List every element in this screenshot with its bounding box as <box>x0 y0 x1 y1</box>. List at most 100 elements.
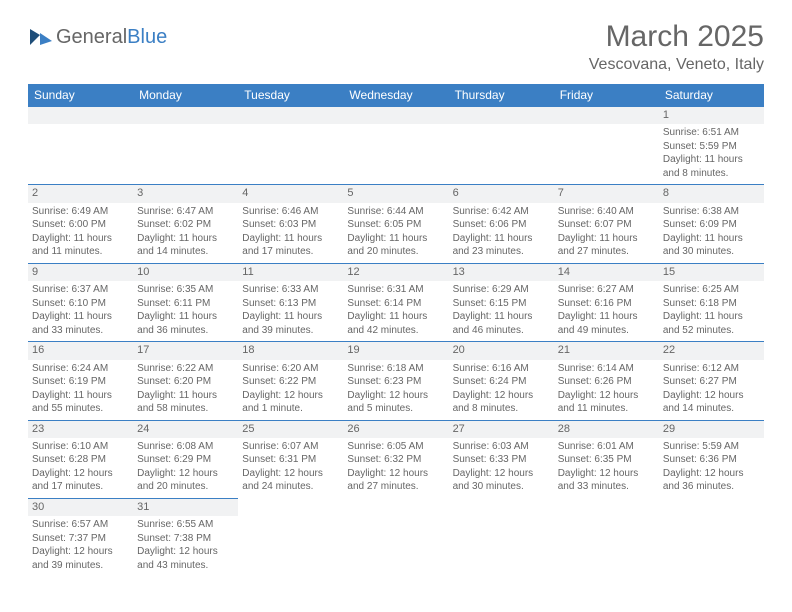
calendar-cell: 24Sunrise: 6:08 AMSunset: 6:29 PMDayligh… <box>133 420 238 498</box>
day-body: Sunrise: 6:05 AMSunset: 6:32 PMDaylight:… <box>343 438 448 498</box>
sunrise-text: Sunrise: 6:22 AM <box>137 362 234 376</box>
calendar-cell: 22Sunrise: 6:12 AMSunset: 6:27 PMDayligh… <box>659 342 764 420</box>
calendar-table: Sunday Monday Tuesday Wednesday Thursday… <box>28 84 764 576</box>
day-number: 13 <box>449 264 554 281</box>
sunset-text: Sunset: 6:09 PM <box>663 218 760 232</box>
day-body: Sunrise: 6:22 AMSunset: 6:20 PMDaylight:… <box>133 360 238 420</box>
day-number: 18 <box>238 342 343 359</box>
calendar-cell: 6Sunrise: 6:42 AMSunset: 6:06 PMDaylight… <box>449 185 554 263</box>
calendar-cell: 3Sunrise: 6:47 AMSunset: 6:02 PMDaylight… <box>133 185 238 263</box>
day-number: 27 <box>449 421 554 438</box>
day-number: 22 <box>659 342 764 359</box>
sunset-text: Sunset: 6:20 PM <box>137 375 234 389</box>
sunrise-text: Sunrise: 6:31 AM <box>347 283 444 297</box>
day-body: Sunrise: 6:38 AMSunset: 6:09 PMDaylight:… <box>659 203 764 263</box>
sunset-text: Sunset: 6:16 PM <box>558 297 655 311</box>
sunrise-text: Sunrise: 6:46 AM <box>242 205 339 219</box>
calendar-cell: 27Sunrise: 6:03 AMSunset: 6:33 PMDayligh… <box>449 420 554 498</box>
logo: GeneralBlue <box>28 26 167 49</box>
sunset-text: Sunset: 6:23 PM <box>347 375 444 389</box>
day-body: Sunrise: 6:16 AMSunset: 6:24 PMDaylight:… <box>449 360 554 420</box>
calendar-cell: 26Sunrise: 6:05 AMSunset: 6:32 PMDayligh… <box>343 420 448 498</box>
sunset-text: Sunset: 6:00 PM <box>32 218 129 232</box>
sunrise-text: Sunrise: 6:10 AM <box>32 440 129 454</box>
day-number: 30 <box>28 499 133 516</box>
calendar-cell: 11Sunrise: 6:33 AMSunset: 6:13 PMDayligh… <box>238 263 343 341</box>
day-body: Sunrise: 6:20 AMSunset: 6:22 PMDaylight:… <box>238 360 343 420</box>
daylight-text: Daylight: 11 hours and 14 minutes. <box>137 232 234 259</box>
day-number: 21 <box>554 342 659 359</box>
sunset-text: Sunset: 6:29 PM <box>137 453 234 467</box>
day-number: 4 <box>238 185 343 202</box>
calendar-cell: 31Sunrise: 6:55 AMSunset: 7:38 PMDayligh… <box>133 498 238 576</box>
daylight-text: Daylight: 11 hours and 11 minutes. <box>32 232 129 259</box>
sunset-text: Sunset: 6:26 PM <box>558 375 655 389</box>
empty-day-bar <box>28 107 133 124</box>
calendar-cell: 8Sunrise: 6:38 AMSunset: 6:09 PMDaylight… <box>659 185 764 263</box>
day-header: Friday <box>554 84 659 107</box>
daylight-text: Daylight: 11 hours and 30 minutes. <box>663 232 760 259</box>
logo-text-blue: Blue <box>127 26 167 48</box>
day-body: Sunrise: 6:31 AMSunset: 6:14 PMDaylight:… <box>343 281 448 341</box>
day-body: Sunrise: 6:46 AMSunset: 6:03 PMDaylight:… <box>238 203 343 263</box>
day-number: 26 <box>343 421 448 438</box>
calendar-cell <box>133 107 238 185</box>
sunrise-text: Sunrise: 6:07 AM <box>242 440 339 454</box>
sunrise-text: Sunrise: 6:33 AM <box>242 283 339 297</box>
calendar-cell: 9Sunrise: 6:37 AMSunset: 6:10 PMDaylight… <box>28 263 133 341</box>
sunrise-text: Sunrise: 6:05 AM <box>347 440 444 454</box>
sunset-text: Sunset: 6:05 PM <box>347 218 444 232</box>
sunset-text: Sunset: 6:24 PM <box>453 375 550 389</box>
daylight-text: Daylight: 11 hours and 39 minutes. <box>242 310 339 337</box>
daylight-text: Daylight: 11 hours and 46 minutes. <box>453 310 550 337</box>
daylight-text: Daylight: 11 hours and 52 minutes. <box>663 310 760 337</box>
sunrise-text: Sunrise: 6:37 AM <box>32 283 129 297</box>
calendar-cell: 15Sunrise: 6:25 AMSunset: 6:18 PMDayligh… <box>659 263 764 341</box>
day-number: 28 <box>554 421 659 438</box>
empty-day-bar <box>238 107 343 124</box>
sunset-text: Sunset: 6:35 PM <box>558 453 655 467</box>
calendar-cell <box>343 107 448 185</box>
day-header: Sunday <box>28 84 133 107</box>
calendar-cell: 29Sunrise: 5:59 AMSunset: 6:36 PMDayligh… <box>659 420 764 498</box>
day-number: 10 <box>133 264 238 281</box>
empty-day-bar <box>554 107 659 124</box>
day-number: 19 <box>343 342 448 359</box>
day-body: Sunrise: 6:12 AMSunset: 6:27 PMDaylight:… <box>659 360 764 420</box>
calendar-cell: 19Sunrise: 6:18 AMSunset: 6:23 PMDayligh… <box>343 342 448 420</box>
day-body: Sunrise: 6:29 AMSunset: 6:15 PMDaylight:… <box>449 281 554 341</box>
daylight-text: Daylight: 12 hours and 14 minutes. <box>663 389 760 416</box>
sunset-text: Sunset: 6:02 PM <box>137 218 234 232</box>
calendar-cell: 17Sunrise: 6:22 AMSunset: 6:20 PMDayligh… <box>133 342 238 420</box>
day-body: Sunrise: 6:07 AMSunset: 6:31 PMDaylight:… <box>238 438 343 498</box>
day-body: Sunrise: 5:59 AMSunset: 6:36 PMDaylight:… <box>659 438 764 498</box>
sunset-text: Sunset: 7:38 PM <box>137 532 234 546</box>
daylight-text: Daylight: 12 hours and 11 minutes. <box>558 389 655 416</box>
day-body: Sunrise: 6:24 AMSunset: 6:19 PMDaylight:… <box>28 360 133 420</box>
daylight-text: Daylight: 11 hours and 17 minutes. <box>242 232 339 259</box>
sunset-text: Sunset: 6:07 PM <box>558 218 655 232</box>
day-number: 2 <box>28 185 133 202</box>
day-header: Wednesday <box>343 84 448 107</box>
daylight-text: Daylight: 11 hours and 36 minutes. <box>137 310 234 337</box>
day-body: Sunrise: 6:01 AMSunset: 6:35 PMDaylight:… <box>554 438 659 498</box>
sunrise-text: Sunrise: 6:57 AM <box>32 518 129 532</box>
day-body: Sunrise: 6:47 AMSunset: 6:02 PMDaylight:… <box>133 203 238 263</box>
daylight-text: Daylight: 12 hours and 17 minutes. <box>32 467 129 494</box>
sunset-text: Sunset: 6:10 PM <box>32 297 129 311</box>
day-number: 20 <box>449 342 554 359</box>
day-number: 24 <box>133 421 238 438</box>
title-block: March 2025 Vescovana, Veneto, Italy <box>589 20 764 74</box>
month-title: March 2025 <box>589 20 764 54</box>
calendar-cell: 5Sunrise: 6:44 AMSunset: 6:05 PMDaylight… <box>343 185 448 263</box>
day-body: Sunrise: 6:27 AMSunset: 6:16 PMDaylight:… <box>554 281 659 341</box>
calendar-cell: 1Sunrise: 6:51 AMSunset: 5:59 PMDaylight… <box>659 107 764 185</box>
sunrise-text: Sunrise: 6:20 AM <box>242 362 339 376</box>
calendar-cell: 13Sunrise: 6:29 AMSunset: 6:15 PMDayligh… <box>449 263 554 341</box>
calendar-cell: 16Sunrise: 6:24 AMSunset: 6:19 PMDayligh… <box>28 342 133 420</box>
calendar-cell: 28Sunrise: 6:01 AMSunset: 6:35 PMDayligh… <box>554 420 659 498</box>
sunset-text: Sunset: 6:27 PM <box>663 375 760 389</box>
calendar-row: 30Sunrise: 6:57 AMSunset: 7:37 PMDayligh… <box>28 498 764 576</box>
daylight-text: Daylight: 11 hours and 49 minutes. <box>558 310 655 337</box>
sunset-text: Sunset: 6:33 PM <box>453 453 550 467</box>
